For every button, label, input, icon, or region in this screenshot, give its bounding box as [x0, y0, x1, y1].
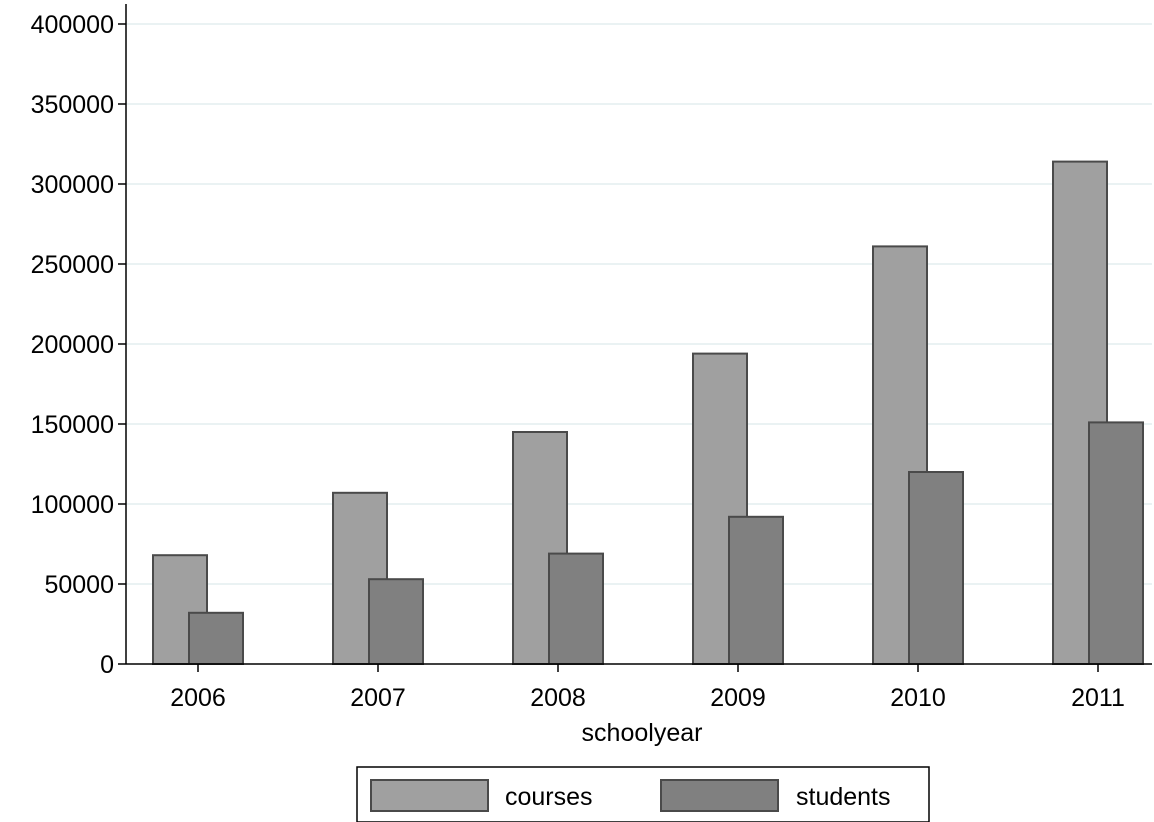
y-tick-label: 150000	[31, 411, 114, 439]
legend-label-students: students	[796, 783, 891, 811]
bar-students-2008	[548, 552, 604, 665]
bar-students-2011	[1088, 421, 1144, 665]
x-tick-label: 2010	[890, 684, 946, 712]
x-axis-title: schoolyear	[582, 719, 703, 747]
y-tick-label: 200000	[31, 331, 114, 359]
legend-label-courses: courses	[505, 783, 593, 811]
y-tick-label: 250000	[31, 251, 114, 279]
y-tick-labels: 0 50000 100000 150000 200000 250000 300000 3500…	[31, 11, 114, 679]
y-tick-label: 0	[100, 651, 114, 679]
x-tick-label: 2006	[170, 684, 226, 712]
legend-swatch-students	[660, 779, 779, 812]
y-tick-label: 300000	[31, 171, 114, 199]
axes	[118, 4, 1152, 672]
bar-students-2007	[368, 578, 424, 666]
y-tick-label: 350000	[31, 91, 114, 119]
x-tick-label: 2011	[1071, 684, 1125, 712]
legend: courses students	[356, 766, 930, 822]
y-tick-label: 50000	[44, 571, 114, 599]
bar-students-2010	[908, 471, 964, 665]
bar-students-2006	[188, 611, 244, 665]
legend-swatch-courses	[370, 779, 489, 812]
gridlines	[126, 23, 1152, 585]
x-tick-labels: 2006 2007 2008 2009 2010 2011	[170, 684, 1125, 712]
x-tick-label: 2008	[530, 684, 586, 712]
x-tick-label: 2007	[350, 684, 406, 712]
y-tick-label: 100000	[31, 491, 114, 519]
bars	[152, 160, 1144, 666]
x-tick-label: 2009	[710, 684, 766, 712]
y-tick-label: 400000	[31, 11, 114, 39]
bar-students-2009	[728, 515, 784, 665]
